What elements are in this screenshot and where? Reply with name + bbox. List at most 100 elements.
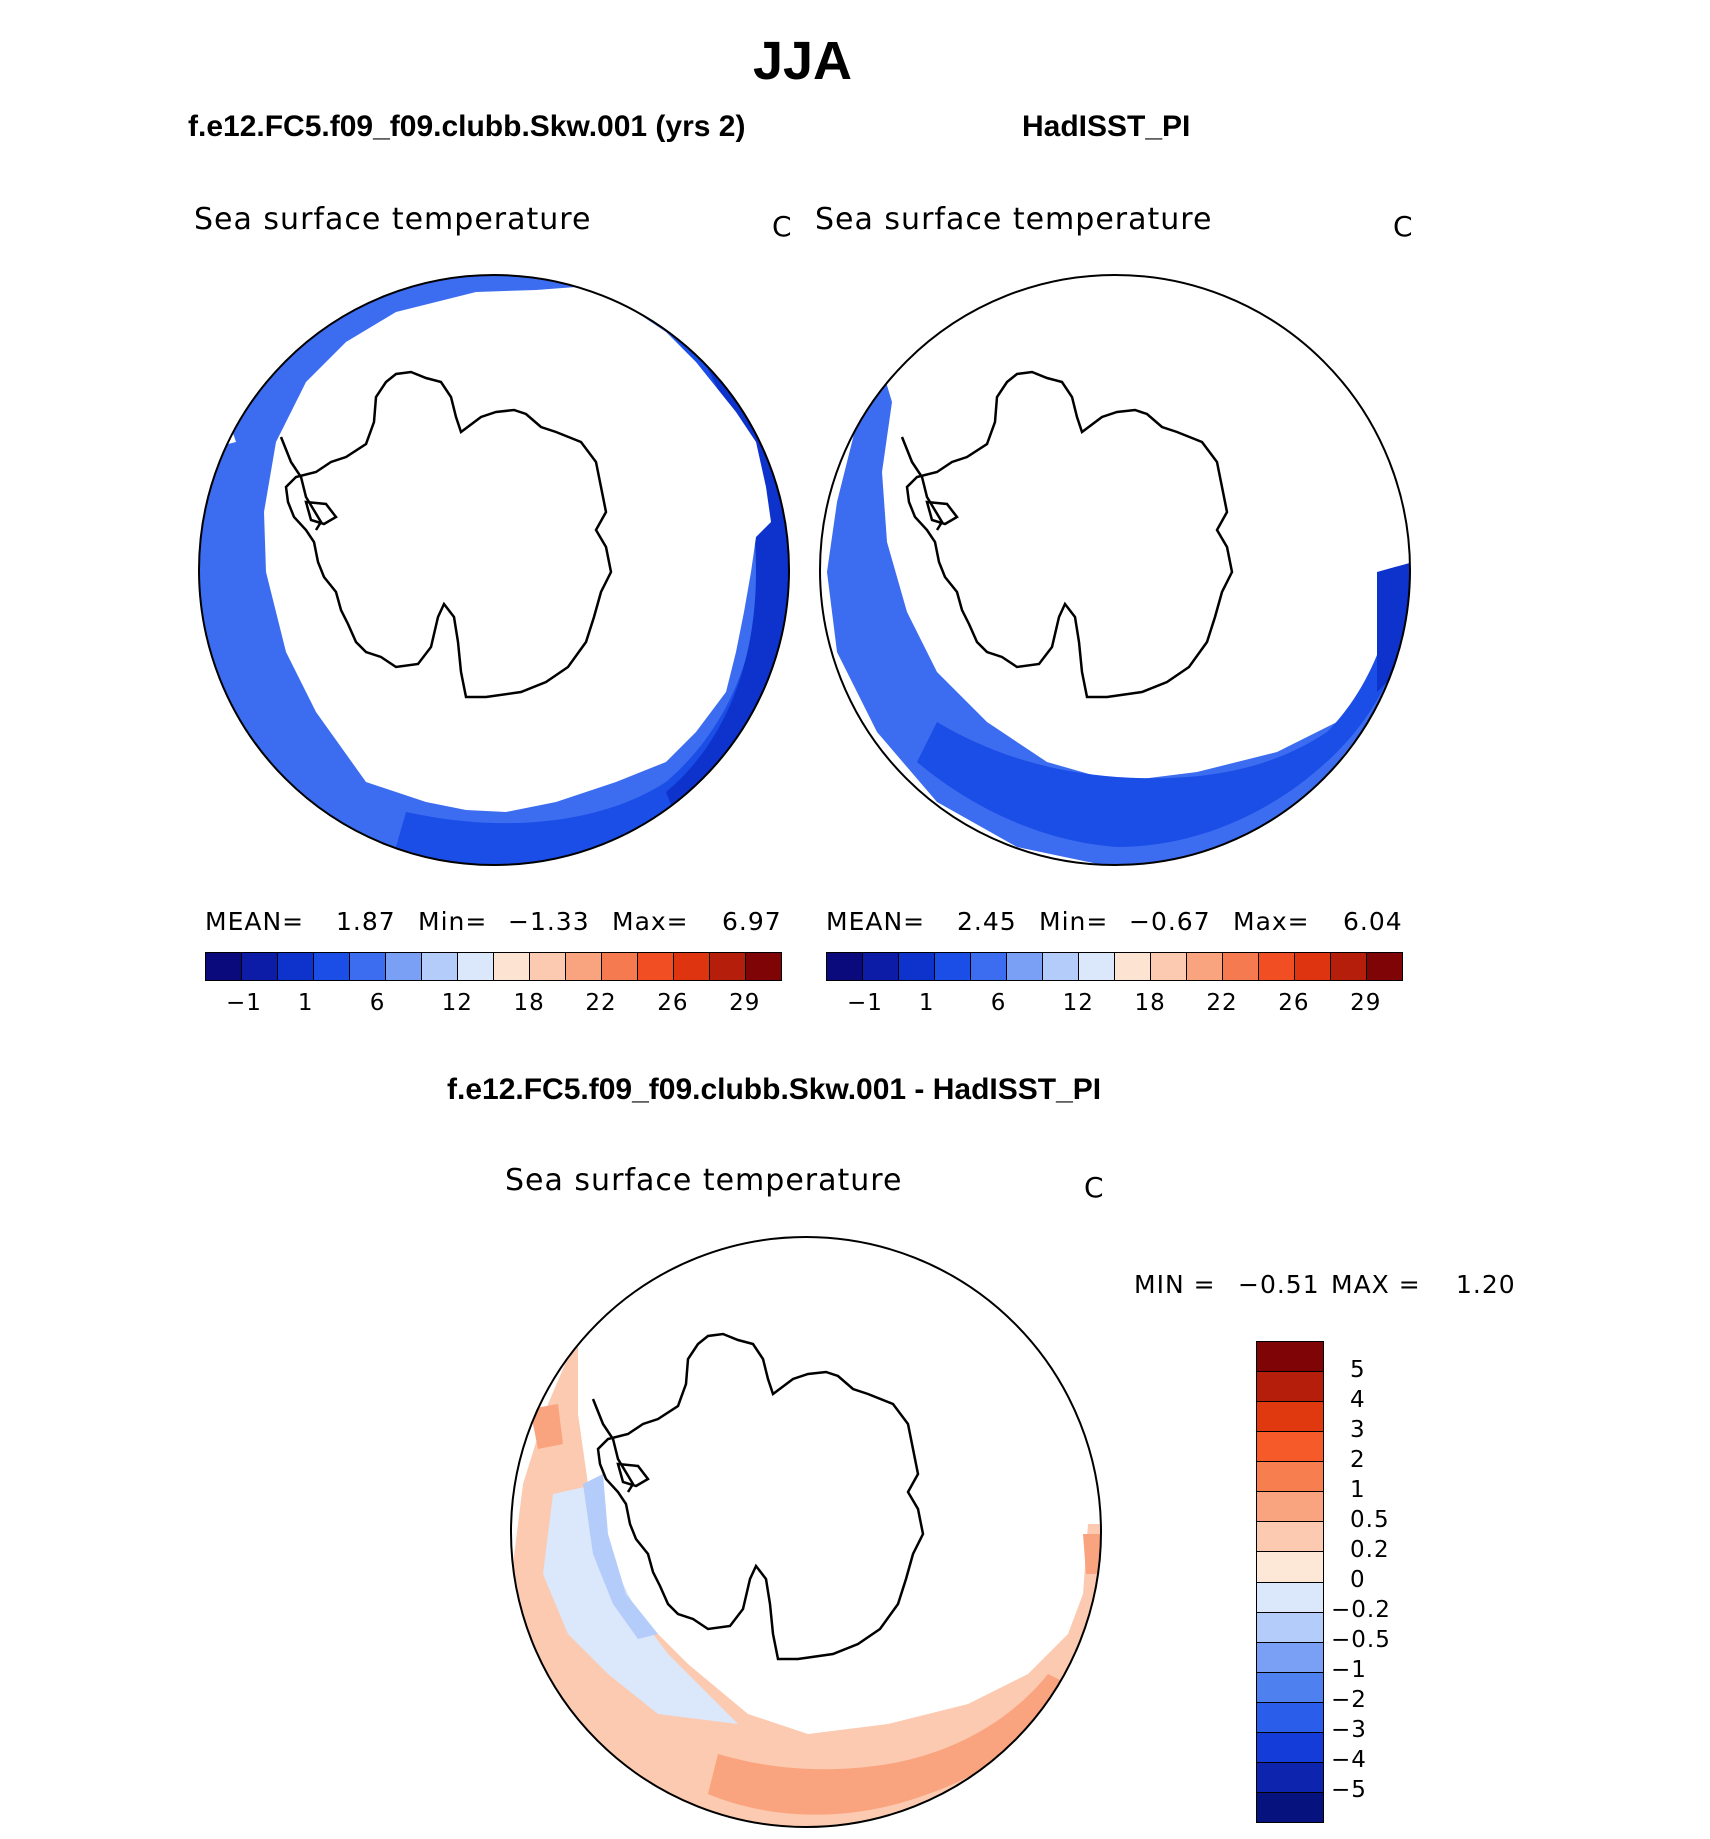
colorbar-swatch bbox=[494, 953, 530, 980]
colorbar-swatch bbox=[1331, 953, 1367, 980]
left-colorbar bbox=[205, 952, 782, 981]
right-sst-map bbox=[819, 274, 1411, 866]
anomaly-positive-mid bbox=[708, 1674, 1068, 1815]
ocean-band-outer bbox=[827, 352, 1410, 865]
right-max-label: Max= bbox=[1233, 907, 1310, 936]
colorbar-tick-label: 22 bbox=[1206, 990, 1238, 1016]
right-colorbar bbox=[826, 952, 1403, 981]
colorbar-swatch bbox=[1257, 1612, 1323, 1643]
colorbar-tick-label: −5 bbox=[1331, 1777, 1367, 1803]
colorbar-swatch bbox=[674, 953, 710, 980]
colorbar-tick-label: 18 bbox=[1134, 990, 1166, 1016]
colorbar-tick-label: 1 bbox=[918, 990, 935, 1016]
colorbar-swatch bbox=[1257, 1432, 1323, 1463]
colorbar-tick-label: −3 bbox=[1331, 1717, 1367, 1743]
colorbar-swatch bbox=[530, 953, 566, 980]
colorbar-tick-label: 5 bbox=[1350, 1357, 1366, 1383]
right-mean-value: 2.45 bbox=[957, 907, 1017, 936]
diff-variable-label: Sea surface temperature bbox=[505, 1163, 903, 1198]
colorbar-tick-label: 0.2 bbox=[1350, 1537, 1390, 1563]
colorbar-swatch bbox=[566, 953, 602, 980]
colorbar-tick-label: 12 bbox=[1062, 990, 1094, 1016]
colorbar-tick-label: 26 bbox=[657, 990, 689, 1016]
colorbar-tick-label: 29 bbox=[1350, 990, 1382, 1016]
diff-case-title: f.e12.FC5.f09_f09.clubb.Skw.001 - HadISS… bbox=[447, 1073, 1102, 1106]
right-case-title: HadISST_PI bbox=[1022, 110, 1191, 143]
colorbar-swatch bbox=[971, 953, 1007, 980]
colorbar-tick-label: 22 bbox=[585, 990, 617, 1016]
diff-min-label: MIN = bbox=[1134, 1270, 1216, 1299]
diff-unit-label: C bbox=[1084, 1171, 1105, 1204]
ocean-band-mid bbox=[917, 572, 1409, 847]
left-min-label: Min= bbox=[418, 907, 488, 936]
colorbar-swatch bbox=[1007, 953, 1043, 980]
diff-max-value: 1.20 bbox=[1456, 1270, 1516, 1299]
colorbar-swatch bbox=[1259, 953, 1295, 980]
colorbar-swatch bbox=[602, 953, 638, 980]
antarctica-coastline bbox=[596, 1332, 925, 1661]
colorbar-swatch bbox=[1257, 1372, 1323, 1403]
left-unit-label: C bbox=[772, 210, 793, 243]
colorbar-swatch bbox=[1257, 1342, 1323, 1373]
colorbar-swatch bbox=[638, 953, 674, 980]
colorbar-swatch bbox=[1257, 1552, 1323, 1583]
colorbar-swatch bbox=[1367, 953, 1402, 980]
antarctica-coastline bbox=[905, 370, 1234, 699]
colorbar-tick-label: 1 bbox=[1350, 1477, 1366, 1503]
diff-max-label: MAX = bbox=[1331, 1270, 1421, 1299]
colorbar-swatch bbox=[863, 953, 899, 980]
difference-sst-map bbox=[510, 1236, 1102, 1828]
colorbar-swatch bbox=[1257, 1642, 1323, 1673]
colorbar-swatch bbox=[1257, 1492, 1323, 1523]
left-mean-value: 1.87 bbox=[336, 907, 396, 936]
colorbar-swatch bbox=[1115, 953, 1151, 980]
colorbar-swatch bbox=[746, 953, 781, 980]
colorbar-swatch bbox=[899, 953, 935, 980]
colorbar-swatch bbox=[206, 953, 242, 980]
colorbar-swatch bbox=[1079, 953, 1115, 980]
colorbar-swatch bbox=[1257, 1702, 1323, 1733]
colorbar-tick-label: −2 bbox=[1331, 1687, 1367, 1713]
colorbar-swatch bbox=[242, 953, 278, 980]
colorbar-swatch bbox=[1151, 953, 1187, 980]
right-min-label: Min= bbox=[1039, 907, 1109, 936]
right-max-value: 6.04 bbox=[1343, 907, 1403, 936]
colorbar-swatch bbox=[314, 953, 350, 980]
colorbar-swatch bbox=[1257, 1582, 1323, 1613]
colorbar-tick-label: 0 bbox=[1350, 1567, 1366, 1593]
colorbar-swatch bbox=[386, 953, 422, 980]
colorbar-swatch bbox=[458, 953, 494, 980]
colorbar-tick-label: −1 bbox=[225, 990, 262, 1016]
left-max-label: Max= bbox=[612, 907, 689, 936]
colorbar-tick-label: −1 bbox=[846, 990, 883, 1016]
colorbar-tick-label: 18 bbox=[513, 990, 545, 1016]
colorbar-tick-label: 29 bbox=[729, 990, 761, 1016]
colorbar-swatch bbox=[1257, 1462, 1323, 1493]
colorbar-swatch bbox=[1223, 953, 1259, 980]
colorbar-tick-label: 26 bbox=[1278, 990, 1310, 1016]
left-variable-label: Sea surface temperature bbox=[194, 202, 592, 237]
colorbar-swatch bbox=[278, 953, 314, 980]
right-mean-label: MEAN= bbox=[826, 907, 926, 936]
colorbar-tick-label: 1 bbox=[297, 990, 314, 1016]
colorbar-swatch bbox=[1257, 1762, 1323, 1793]
colorbar-tick-label: 6 bbox=[369, 990, 386, 1016]
colorbar-tick-label: −4 bbox=[1331, 1747, 1367, 1773]
right-unit-label: C bbox=[1393, 210, 1414, 243]
colorbar-swatch bbox=[1257, 1402, 1323, 1433]
left-max-value: 6.97 bbox=[722, 907, 782, 936]
left-mean-label: MEAN= bbox=[205, 907, 305, 936]
colorbar-swatch bbox=[710, 953, 746, 980]
colorbar-swatch bbox=[1257, 1672, 1323, 1703]
colorbar-tick-label: 4 bbox=[1350, 1387, 1366, 1413]
antarctica-coastline bbox=[284, 370, 613, 699]
right-min-value: −0.67 bbox=[1129, 907, 1211, 936]
colorbar-swatch bbox=[1295, 953, 1331, 980]
left-sst-map bbox=[198, 274, 790, 866]
colorbar-tick-label: 2 bbox=[1350, 1447, 1366, 1473]
left-case-title: f.e12.FC5.f09_f09.clubb.Skw.001 (yrs 2) bbox=[188, 110, 746, 143]
colorbar-tick-label: −1 bbox=[1331, 1657, 1367, 1683]
colorbar-tick-label: 3 bbox=[1350, 1417, 1366, 1443]
colorbar-tick-label: 0.5 bbox=[1350, 1507, 1390, 1533]
colorbar-swatch bbox=[350, 953, 386, 980]
